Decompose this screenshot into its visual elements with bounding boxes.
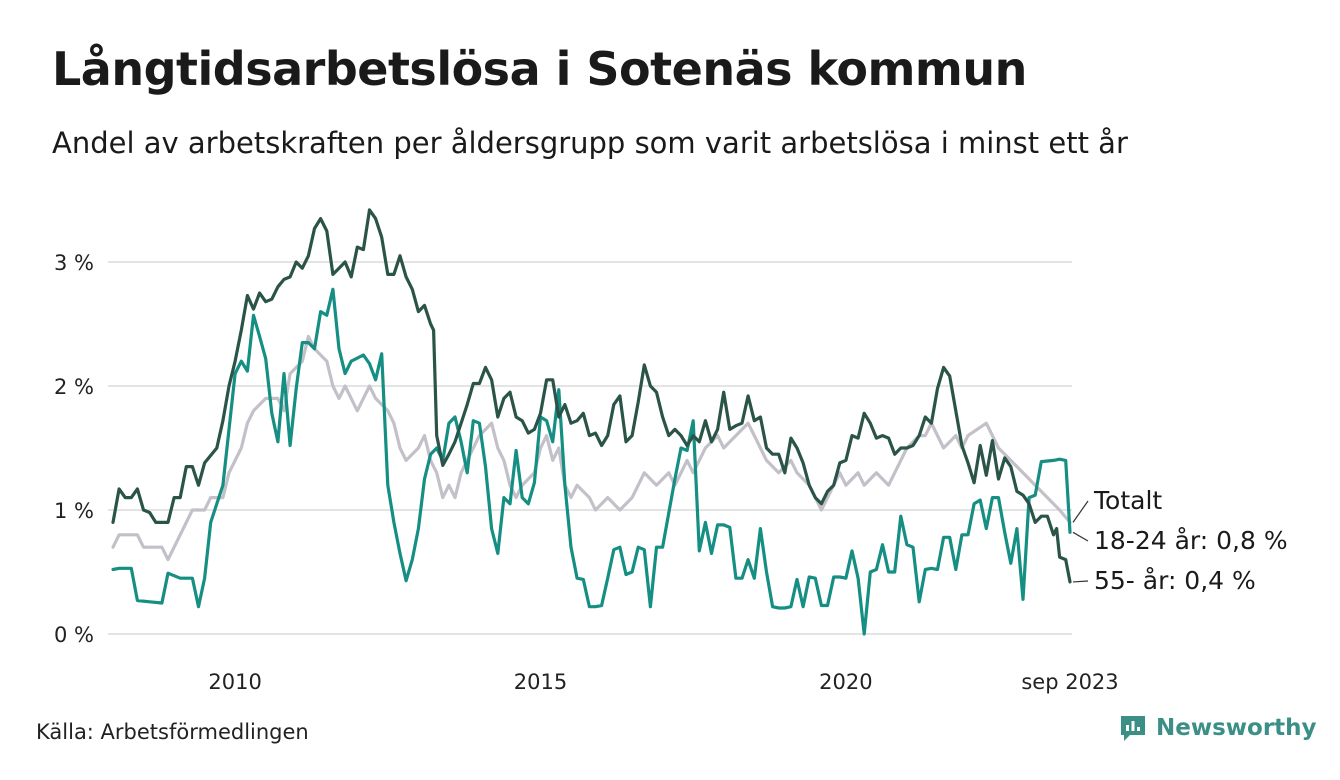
- grid-lines: [108, 261, 1072, 635]
- x-axis: 2010 2015 2020 sep 2023: [208, 670, 1118, 694]
- end-label-1: 18-24 år: 0,8 %: [1094, 526, 1288, 555]
- series-line-0: [111, 334, 1072, 562]
- x-tick-label: 2010: [208, 670, 261, 694]
- newsworthy-logo-icon: [1121, 716, 1145, 741]
- x-tick-label: 2015: [514, 670, 567, 694]
- end-label-2: 55- år: 0,4 %: [1094, 566, 1256, 595]
- source-note: Källa: Arbetsförmedlingen: [36, 720, 309, 744]
- line-chart: 0 % 1 % 2 % 3 % 2010 2015 2020 sep 2023 Totalt…: [54, 208, 1288, 694]
- y-tick-label: 2 %: [54, 375, 94, 399]
- y-tick-label: 1 %: [54, 499, 94, 523]
- chart-subtitle: Andel av arbetskraften per åldersgrupp s…: [52, 126, 1128, 160]
- brand-name: Newsworthy: [1156, 715, 1317, 741]
- series-line-1: [111, 287, 1072, 636]
- end-labels: Totalt 18-24 år: 0,8 % 55- år: 0,4 %: [1072, 486, 1288, 595]
- end-label-0: Totalt: [1093, 486, 1162, 515]
- x-tick-label: sep 2023: [1021, 670, 1118, 694]
- end-label-connector: [1072, 531, 1089, 542]
- y-axis: 0 % 1 % 2 % 3 %: [54, 251, 94, 647]
- x-tick-label: 2020: [819, 670, 872, 694]
- y-tick-label: 0 %: [54, 623, 94, 647]
- series-lines: [111, 208, 1072, 636]
- end-label-connector: [1072, 580, 1089, 583]
- brand-logo: Newsworthy: [1118, 713, 1317, 743]
- chart-title: Långtidsarbetslösa i Sotenäs kommun: [52, 42, 1027, 96]
- end-label-connector: [1072, 500, 1089, 523]
- series-line-2: [111, 208, 1072, 584]
- y-tick-label: 3 %: [54, 251, 94, 275]
